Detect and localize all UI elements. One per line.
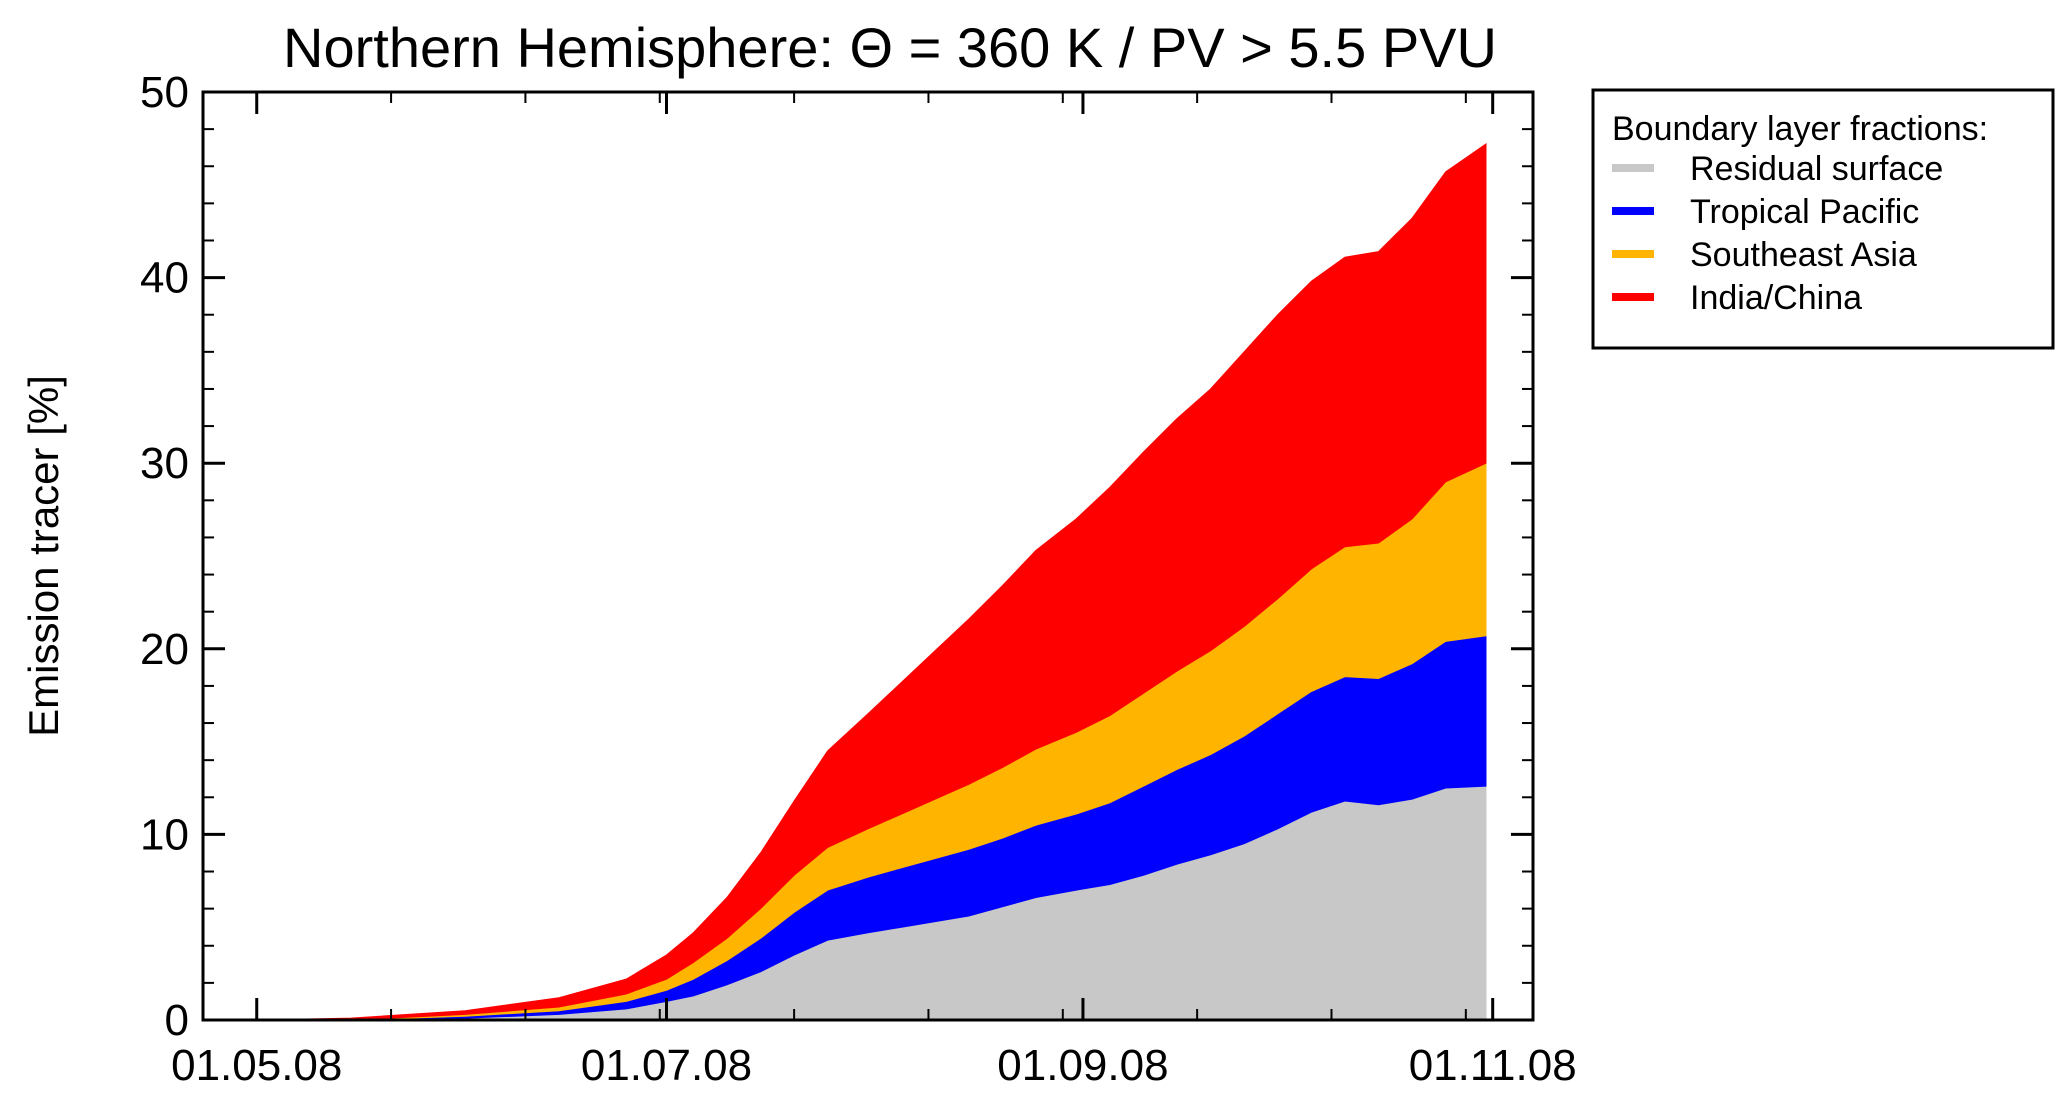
area-india-china <box>256 143 1487 1021</box>
x-tick-label: 01.11.08 <box>1409 1041 1577 1090</box>
y-axis-label: Emission tracer [%] <box>20 375 67 737</box>
plot-frame <box>201 90 1535 1022</box>
legend-label-tropical-pacific: Tropical Pacific <box>1690 193 1919 231</box>
y-tick-labels: 0 10 20 30 40 50 <box>140 68 189 1045</box>
legend-title: Boundary layer fractions: <box>1612 110 1988 148</box>
stacked-areas <box>256 143 1487 1021</box>
x-tick-label: 01.07.08 <box>581 1041 752 1090</box>
legend-label-southeast-asia: Southeast Asia <box>1690 236 1917 274</box>
legend-label-india-china: India/China <box>1690 279 1862 317</box>
x-tick-labels: 01.05.08 01.07.08 01.09.08 01.11.08 <box>171 1041 1577 1090</box>
y-tick-label: 10 <box>140 810 189 859</box>
legend-items: Residual surface Tropical Pacific Southeas… <box>1612 150 1943 317</box>
legend-label-residual-surface: Residual surface <box>1690 150 1943 188</box>
legend-frame <box>1591 88 2055 350</box>
legend: Boundary layer fractions: Residual surfa… <box>1591 88 2055 350</box>
y-tick-label: 20 <box>140 625 189 674</box>
chart-title: Northern Hemisphere: Θ = 360 K / PV > 5.… <box>283 16 1497 79</box>
x-tick-label: 01.09.08 <box>997 1041 1168 1090</box>
y-tick-label: 0 <box>165 996 189 1045</box>
y-tick-label: 50 <box>140 68 189 117</box>
y-tick-label: 40 <box>140 254 189 303</box>
x-tick-label: 01.05.08 <box>171 1041 342 1090</box>
y-tick-label: 30 <box>140 439 189 488</box>
axis-ticks <box>203 90 1533 1022</box>
